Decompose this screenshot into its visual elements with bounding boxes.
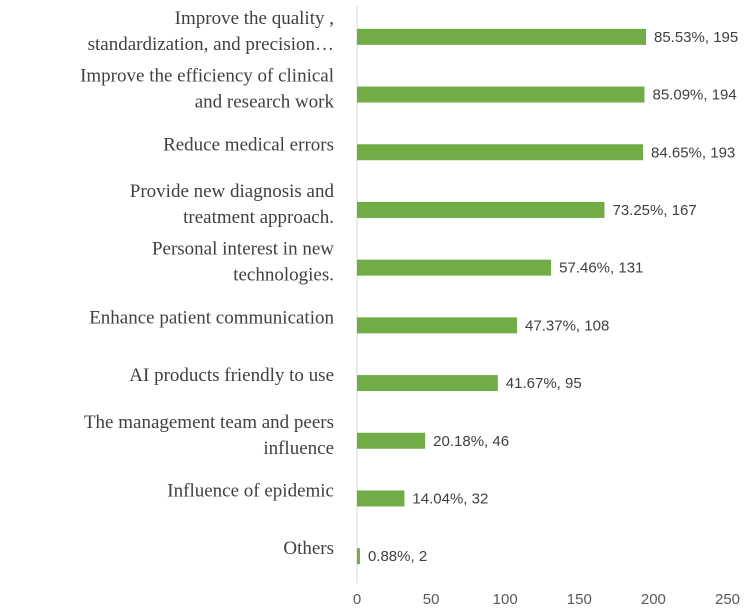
x-tick-label: 50 — [423, 591, 440, 608]
data-label: 47.37%, 108 — [525, 317, 609, 334]
category-label: Improve the efficiency of clinical — [80, 66, 334, 87]
data-label: 41.67%, 95 — [506, 375, 582, 392]
data-label: 20.18%, 46 — [433, 433, 509, 450]
x-tick-label: 100 — [493, 591, 518, 608]
x-tick-label: 250 — [715, 591, 740, 608]
bar — [357, 432, 426, 449]
x-tick-label: 150 — [567, 591, 592, 608]
data-label: 85.09%, 194 — [653, 87, 737, 104]
category-label: Others — [283, 538, 334, 559]
category-label: Influence of epidemic — [167, 480, 334, 501]
category-label: AI products friendly to use — [129, 365, 334, 386]
bar — [357, 86, 645, 103]
bar — [357, 28, 646, 45]
bar — [357, 490, 405, 507]
x-tick-label: 0 — [353, 591, 361, 608]
category-label: Provide new diagnosis and — [130, 181, 335, 202]
data-label: 73.25%, 167 — [612, 202, 696, 219]
category-label: standardization, and precision… — [88, 34, 334, 55]
category-label: and research work — [195, 92, 335, 113]
category-label: technologies. — [233, 265, 334, 286]
category-label: Reduce medical errors — [163, 134, 334, 155]
plot-area: 85.53%, 195 Improve the quality , standard… — [80, 6, 740, 608]
data-label: 84.65%, 193 — [651, 144, 735, 161]
bar — [357, 201, 605, 218]
data-label: 14.04%, 32 — [412, 490, 488, 507]
bar — [357, 144, 644, 161]
category-label: treatment approach. — [183, 207, 334, 228]
bar — [357, 375, 498, 392]
data-label: 57.46%, 131 — [559, 260, 643, 277]
x-tick-label: 200 — [641, 591, 666, 608]
category-label: Improve the quality , — [175, 8, 334, 29]
data-label: 85.53%, 195 — [654, 29, 738, 46]
category-label: influence — [263, 438, 334, 459]
bar — [357, 548, 360, 565]
bar — [357, 259, 552, 276]
category-label: The management team and peers — [84, 412, 334, 433]
bar — [357, 317, 518, 334]
category-label: Personal interest in new — [152, 239, 334, 260]
category-label: Enhance patient communication — [89, 307, 334, 328]
data-label: 0.88%, 2 — [368, 548, 427, 565]
